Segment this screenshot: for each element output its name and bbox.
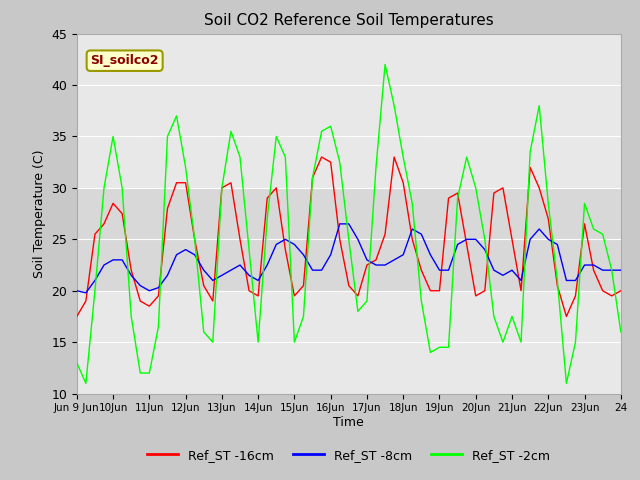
X-axis label: Time: Time — [333, 416, 364, 429]
Y-axis label: Soil Temperature (C): Soil Temperature (C) — [33, 149, 45, 278]
Bar — [77, 188, 621, 291]
Title: Soil CO2 Reference Soil Temperatures: Soil CO2 Reference Soil Temperatures — [204, 13, 493, 28]
Text: SI_soilco2: SI_soilco2 — [90, 54, 159, 67]
Legend: Ref_ST -16cm, Ref_ST -8cm, Ref_ST -2cm: Ref_ST -16cm, Ref_ST -8cm, Ref_ST -2cm — [142, 444, 556, 467]
